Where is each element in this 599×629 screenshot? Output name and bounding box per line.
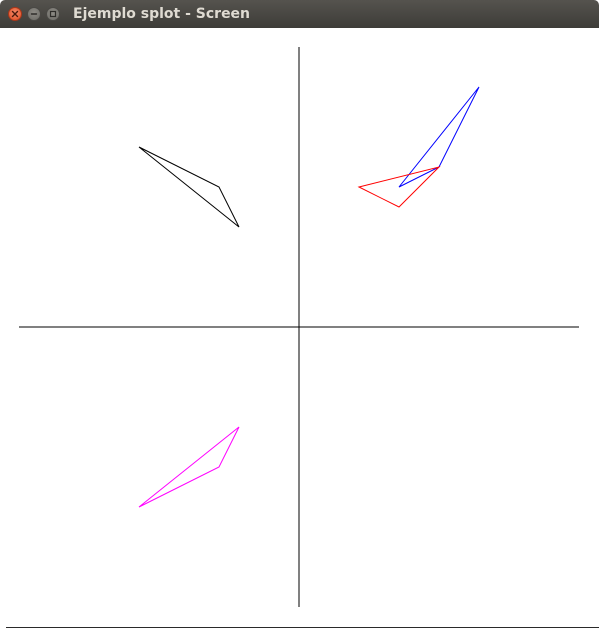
plot-canvas[interactable] [0, 28, 599, 627]
series-1-polygon [139, 147, 239, 227]
close-button[interactable] [8, 7, 22, 21]
maximize-button[interactable] [46, 7, 60, 21]
window-title: Ejemplo splot - Screen [73, 0, 250, 28]
series-2-polygon [399, 87, 479, 187]
window-bottom-border [6, 627, 599, 628]
close-icon [11, 10, 19, 18]
minimize-icon [30, 10, 38, 18]
title-bar[interactable]: Ejemplo splot - Screen [0, 0, 599, 28]
maximize-icon [49, 10, 57, 18]
series-4-polygon [139, 427, 239, 507]
minimize-button[interactable] [27, 7, 41, 21]
